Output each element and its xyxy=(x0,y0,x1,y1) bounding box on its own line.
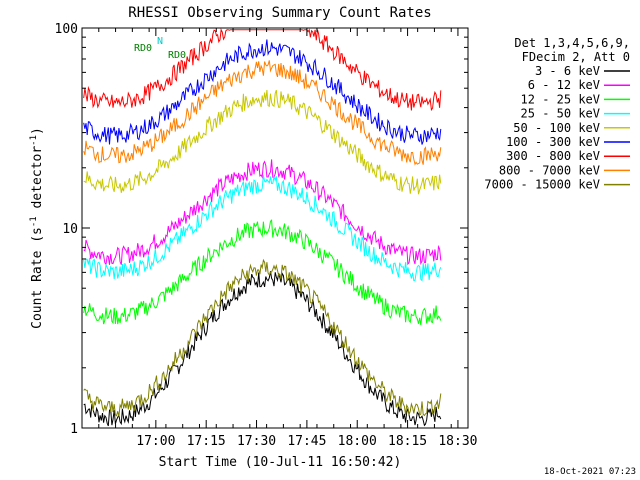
y-axis: 1 10 100 xyxy=(55,22,468,437)
series-line xyxy=(83,258,442,417)
series-line xyxy=(83,175,442,282)
x-tick-label: 17:45 xyxy=(287,434,326,449)
y-axis-label: Count Rate (s-1 detector-1) xyxy=(29,127,45,329)
flag-rd0-1: RD0 xyxy=(134,43,152,54)
legend: Det 1,3,4,5,6,9, FDecim 2, Att 0 3 - 6 k… xyxy=(484,36,630,192)
plot-area xyxy=(83,28,442,427)
y-axis-label-rest: detector xyxy=(30,146,45,217)
x-tick-label: 18:00 xyxy=(338,434,377,449)
flag-rd0-2: RD0 xyxy=(168,50,186,61)
y-axis-label-main: Count Rate (s xyxy=(30,227,45,329)
x-tick-label: 17:30 xyxy=(237,434,276,449)
y-axis-label-close: ) xyxy=(30,127,45,135)
y-tick-label: 10 xyxy=(62,222,78,237)
x-axis: 17:00 17:15 17:30 17:45 18:00 18:15 18:30 xyxy=(81,28,478,449)
legend-label: 25 - 50 keV xyxy=(521,107,600,121)
x-tick-label: 17:15 xyxy=(187,434,226,449)
x-tick-label: 18:15 xyxy=(388,434,427,449)
series-line xyxy=(83,219,442,326)
x-axis-label: Start Time (10-Jul-11 16:50:42) xyxy=(159,455,402,470)
y-axis-label-sup2: -1 xyxy=(29,135,39,146)
series-line xyxy=(83,28,442,112)
legend-header-2: FDecim 2, Att 0 xyxy=(522,50,630,64)
legend-label: 3 - 6 keV xyxy=(535,64,600,78)
series-line xyxy=(83,159,442,266)
series-line xyxy=(83,39,442,145)
legend-label: 300 - 800 keV xyxy=(506,149,600,163)
legend-label: 100 - 300 keV xyxy=(506,135,600,149)
legend-label: 6 - 12 keV xyxy=(528,78,600,92)
flag-n: N xyxy=(157,36,163,47)
x-tick-label: 18:30 xyxy=(438,434,477,449)
legend-label: 7000 - 15000 keV xyxy=(484,178,600,192)
y-tick-label: 1 xyxy=(70,422,78,437)
chart-title: RHESSI Observing Summary Count Rates xyxy=(128,5,431,21)
x-tick-label: 17:00 xyxy=(136,434,175,449)
series-line xyxy=(83,60,442,166)
series-line xyxy=(83,89,442,195)
footer-date: 18-Oct-2021 07:23 xyxy=(544,467,636,477)
legend-label: 50 - 100 keV xyxy=(513,121,600,135)
y-tick-label: 100 xyxy=(55,22,78,37)
legend-label: 800 - 7000 keV xyxy=(499,163,600,177)
series-line xyxy=(83,271,442,427)
legend-label: 12 - 25 keV xyxy=(521,92,600,106)
y-axis-label-sup: -1 xyxy=(29,216,39,227)
legend-header-1: Det 1,3,4,5,6,9, xyxy=(514,36,630,50)
